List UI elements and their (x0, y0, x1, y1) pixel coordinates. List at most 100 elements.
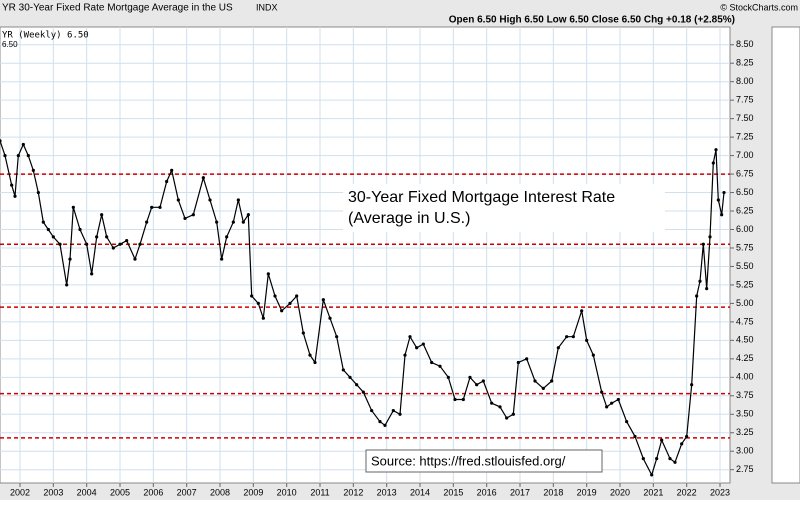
y-tick-label: 7.25 (736, 131, 754, 141)
point (0, 139, 2, 143)
point (266, 272, 270, 276)
point (308, 353, 312, 357)
point (391, 408, 395, 413)
point (438, 364, 442, 368)
point (165, 179, 169, 184)
point (701, 242, 705, 246)
point (241, 220, 245, 224)
header-title: YR 30-Year Fixed Rate Mortgage Average i… (2, 3, 233, 14)
y-tick-label: 8.25 (736, 58, 754, 68)
point (481, 379, 485, 383)
point (288, 301, 292, 306)
x-tick-label: 2017 (510, 487, 530, 497)
point (133, 257, 137, 261)
point (403, 353, 407, 357)
point (720, 213, 724, 217)
point (690, 383, 694, 387)
point (490, 401, 494, 405)
x-tick-label: 2003 (43, 487, 63, 497)
point (51, 235, 55, 239)
point (680, 442, 684, 446)
point (650, 473, 654, 477)
point (105, 235, 109, 239)
annotation: (Average in U.S.) (348, 210, 470, 227)
y-tick-label: 6.75 (736, 168, 754, 178)
point (341, 368, 345, 372)
y-tick-label: 8.50 (736, 39, 754, 49)
point (398, 412, 402, 416)
y-tick-label: 4.25 (736, 353, 754, 363)
point (138, 242, 142, 246)
point (90, 272, 94, 276)
point (41, 220, 45, 224)
point (660, 438, 664, 442)
point (421, 342, 425, 346)
point (668, 457, 672, 461)
point (215, 220, 219, 224)
brand: © StockCharts.com (720, 2, 798, 12)
point (556, 346, 560, 350)
point (708, 235, 712, 239)
y-tick-label: 5.00 (736, 298, 754, 308)
y-tick-label: 4.50 (736, 335, 754, 345)
point (550, 379, 554, 383)
point (383, 423, 387, 427)
point (125, 238, 129, 243)
point (328, 316, 332, 320)
point (65, 283, 69, 287)
x-tick-label: 2015 (443, 487, 463, 497)
x-tick-label: 2019 (577, 487, 597, 497)
x-tick-label: 2011 (310, 487, 329, 497)
x-tick-label: 2020 (610, 487, 630, 497)
plot-area (0, 26, 731, 484)
point (273, 294, 277, 298)
point (250, 294, 254, 298)
point (58, 242, 62, 246)
point (591, 353, 595, 357)
point (722, 190, 726, 195)
annotation-box (343, 184, 665, 232)
point (191, 213, 195, 217)
point (378, 420, 382, 424)
x-tick-label: 2021 (643, 487, 663, 497)
point (78, 227, 82, 232)
point (685, 434, 689, 439)
x-tick-label: 2022 (677, 487, 697, 497)
point (68, 257, 72, 261)
side-panel (771, 26, 800, 484)
point (236, 198, 240, 202)
point (355, 383, 359, 387)
point (475, 383, 479, 387)
point (280, 309, 284, 313)
point (430, 360, 434, 365)
y-tick-label: 3.00 (736, 446, 754, 456)
point (673, 460, 677, 464)
y-tick-label: 5.75 (736, 242, 754, 252)
header-exchange: INDX (256, 2, 278, 12)
point (695, 294, 699, 298)
point (111, 246, 115, 250)
point (170, 168, 174, 172)
y-tick-label: 2.75 (736, 464, 754, 474)
point (145, 220, 149, 224)
point (295, 294, 299, 298)
point (415, 346, 419, 350)
point (348, 375, 352, 379)
reference-lines (0, 173, 730, 439)
point (246, 213, 250, 217)
y-tick-label: 7.75 (736, 95, 754, 105)
point (31, 168, 35, 172)
point (183, 216, 187, 221)
point (511, 412, 515, 416)
y-tick-label: 5.50 (736, 261, 754, 271)
point (301, 331, 305, 335)
x-tick-label: 2007 (177, 487, 197, 497)
point (95, 235, 99, 239)
point (36, 190, 40, 195)
point (261, 316, 265, 320)
x-tick-label: 2010 (277, 487, 297, 497)
point (10, 183, 14, 187)
x-tick-label: 2008 (210, 487, 230, 497)
point (610, 401, 614, 405)
